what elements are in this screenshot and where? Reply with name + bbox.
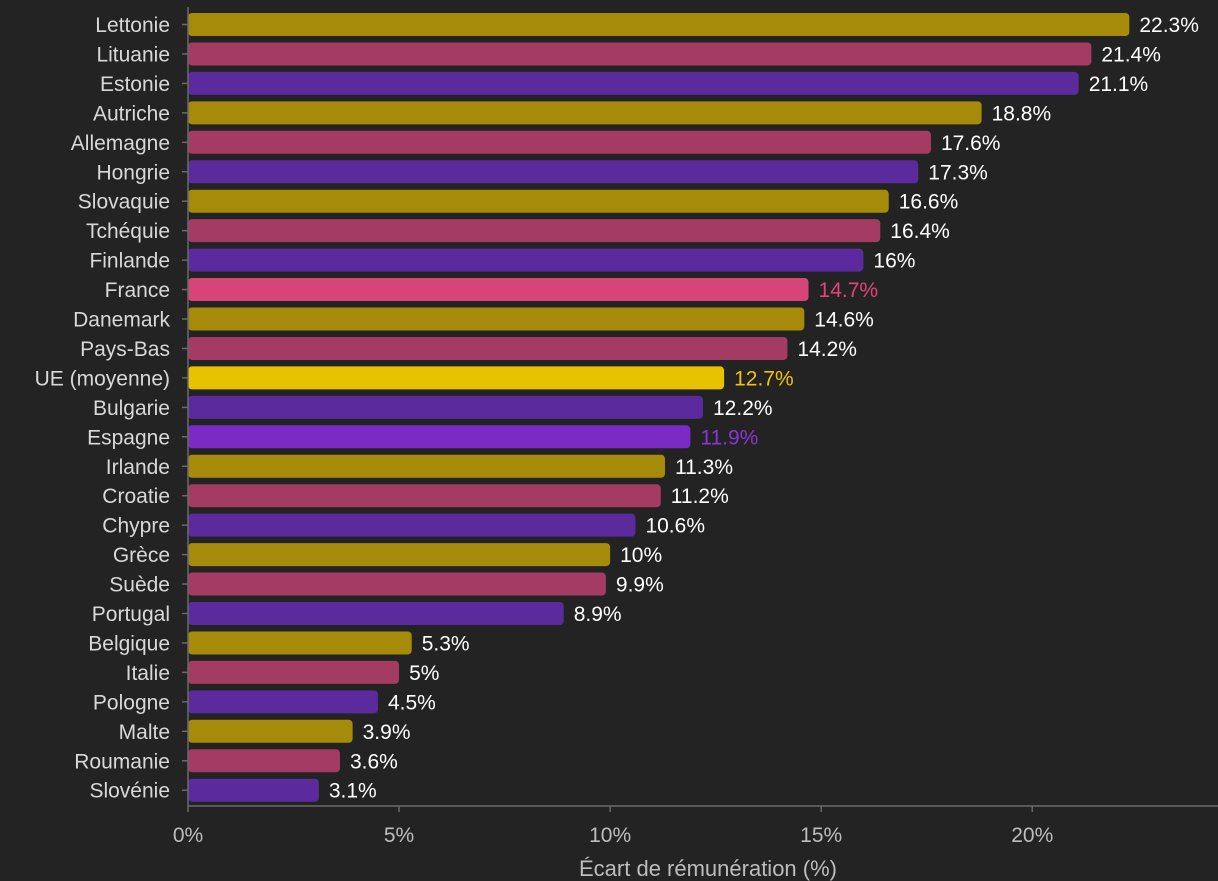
- bar[interactable]: [188, 484, 661, 508]
- category-label: Pays-Bas: [80, 338, 170, 361]
- category-label: Grèce: [113, 544, 170, 567]
- value-label: 5%: [409, 662, 439, 685]
- value-label: 11.9%: [700, 426, 758, 449]
- bar[interactable]: [188, 572, 606, 596]
- category-label: Portugal: [92, 603, 170, 626]
- value-label: 8.9%: [574, 603, 622, 626]
- bar[interactable]: [188, 425, 691, 449]
- bar[interactable]: [188, 513, 636, 537]
- bar[interactable]: [188, 366, 725, 390]
- value-label: 18.8%: [992, 102, 1052, 125]
- category-label: Bulgarie: [93, 397, 170, 420]
- category-label: Finlande: [89, 250, 170, 273]
- value-label: 16.4%: [890, 220, 950, 243]
- value-label: 17.6%: [941, 132, 1001, 155]
- value-label: 3.1%: [329, 780, 377, 803]
- x-tick-label: 5%: [384, 824, 414, 847]
- value-label: 16.6%: [899, 191, 959, 214]
- value-label: 14.7%: [819, 279, 879, 302]
- value-label: 4.5%: [388, 691, 436, 714]
- value-label: 5.3%: [422, 632, 470, 655]
- bar[interactable]: [188, 42, 1092, 66]
- category-label: Chypre: [102, 515, 170, 538]
- bar[interactable]: [188, 160, 919, 184]
- category-label: Roumanie: [74, 750, 170, 773]
- category-label: Espagne: [87, 426, 170, 449]
- value-label: 3.9%: [363, 721, 411, 744]
- bar[interactable]: [188, 631, 412, 655]
- bar[interactable]: [188, 101, 982, 125]
- category-label: Pologne: [93, 691, 170, 714]
- category-label: Belgique: [88, 632, 170, 655]
- bar[interactable]: [188, 690, 378, 714]
- bar[interactable]: [188, 602, 564, 625]
- category-label: Irlande: [106, 456, 170, 479]
- category-label: Slovénie: [89, 780, 170, 803]
- bar[interactable]: [188, 749, 340, 773]
- bar[interactable]: [188, 307, 805, 331]
- category-label: Danemark: [73, 309, 170, 332]
- bar[interactable]: [188, 660, 400, 684]
- bar[interactable]: [188, 454, 666, 478]
- value-label: 17.3%: [928, 161, 988, 184]
- bar[interactable]: [188, 543, 611, 567]
- bar[interactable]: [188, 278, 809, 302]
- value-label: 21.1%: [1089, 73, 1149, 96]
- value-label: 12.2%: [713, 397, 773, 420]
- category-label: UE (moyenne): [35, 367, 170, 390]
- value-label: 14.6%: [814, 309, 874, 332]
- value-label: 10.6%: [645, 515, 705, 538]
- category-label: Croatie: [102, 485, 170, 508]
- bar[interactable]: [188, 778, 319, 802]
- bar[interactable]: [188, 336, 788, 360]
- category-label: France: [105, 279, 170, 302]
- bar[interactable]: [188, 13, 1130, 36]
- category-label: Suède: [109, 574, 170, 597]
- category-label: Slovaquie: [78, 191, 170, 214]
- labels-layer: Lettonie 22.3% Lituanie 21.4% Estonie 21.1% Au…: [35, 14, 1199, 803]
- value-label: 11.3%: [675, 456, 733, 479]
- value-label: 12.7%: [734, 367, 794, 390]
- category-label: Tchéquie: [86, 220, 170, 243]
- value-label: 11.2%: [671, 485, 729, 508]
- category-label: Lettonie: [95, 14, 170, 37]
- x-tick-label: 15%: [800, 824, 842, 847]
- bar[interactable]: [188, 395, 703, 419]
- x-tick-label: 20%: [1011, 824, 1053, 847]
- value-label: 3.6%: [350, 750, 398, 773]
- value-label: 9.9%: [616, 574, 664, 597]
- bar[interactable]: [188, 189, 889, 213]
- bar[interactable]: [188, 248, 864, 272]
- bar[interactable]: [188, 130, 931, 154]
- value-label: 16%: [873, 250, 915, 273]
- category-label: Italie: [126, 662, 170, 685]
- value-label: 10%: [620, 544, 662, 567]
- category-label: Allemagne: [71, 132, 170, 155]
- x-axis: 0% 5% 10% 15% 20%: [173, 7, 1218, 847]
- x-tick-label: 0%: [173, 824, 203, 847]
- bars-layer: [188, 13, 1130, 802]
- value-label: 21.4%: [1101, 43, 1161, 66]
- category-label: Hongrie: [96, 161, 170, 184]
- value-label: 22.3%: [1139, 14, 1199, 37]
- category-label: Lituanie: [96, 43, 170, 66]
- bar[interactable]: [188, 719, 353, 743]
- category-label: Autriche: [93, 102, 170, 125]
- bar[interactable]: [188, 71, 1079, 95]
- x-axis-title: Écart de rémunération (%): [579, 856, 837, 881]
- x-tick-label: 10%: [589, 824, 631, 847]
- category-label: Malte: [119, 721, 170, 744]
- bar[interactable]: [188, 219, 881, 243]
- category-label: Estonie: [100, 73, 170, 96]
- value-label: 14.2%: [797, 338, 857, 361]
